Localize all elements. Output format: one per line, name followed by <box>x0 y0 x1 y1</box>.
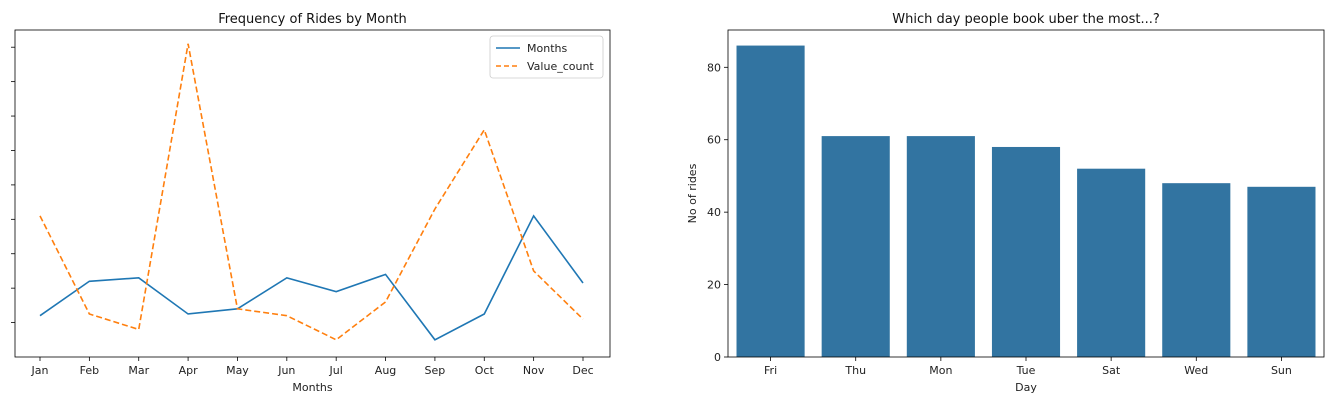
x-tick-label: Feb <box>80 364 99 377</box>
bar-chart-bars <box>736 45 1316 357</box>
y-tick-label: 60 <box>707 134 721 147</box>
line-chart-axes-frame <box>14 29 611 358</box>
x-tick-label: Thu <box>844 364 866 377</box>
line-chart-x-axis-title: Months <box>292 381 332 394</box>
x-tick-label: Sat <box>1102 364 1121 377</box>
bar-chart-rides-by-day: Which day people book uber the most...? … <box>686 12 1325 394</box>
y-tick-label: 40 <box>707 206 721 219</box>
bar-chart-x-ticks: Fri Thu Mon Tue Sat Wed Sun <box>764 357 1292 377</box>
legend-label-value-count: Value_count <box>527 60 594 73</box>
y-tick-label: 80 <box>707 61 721 74</box>
series-line-months <box>39 214 584 341</box>
x-tick-label: Mon <box>929 364 952 377</box>
x-tick-label: Mar <box>128 364 149 377</box>
series-line-value-count <box>39 43 584 341</box>
x-tick-label: Sep <box>425 364 446 377</box>
legend-label-months: Months <box>527 42 567 55</box>
bar-wed <box>1162 183 1231 357</box>
x-tick-label: Nov <box>523 364 545 377</box>
bar-chart-x-axis-title: Day <box>1015 381 1037 394</box>
bar-fri <box>736 45 805 357</box>
line-chart-series <box>39 43 584 341</box>
line-chart-legend: Months Value_count <box>489 35 604 79</box>
bar-chart-y-ticks: 0 20 40 60 80 <box>707 61 728 364</box>
x-tick-label: Fri <box>764 364 777 377</box>
x-tick-label: Sun <box>1271 364 1292 377</box>
y-tick-label: 20 <box>707 279 721 292</box>
bar-chart-y-axis-title: No of rides <box>686 163 699 223</box>
x-tick-label: Aug <box>375 364 396 377</box>
x-tick-label: Jun <box>277 364 295 377</box>
x-tick-label: Oct <box>475 364 495 377</box>
x-tick-label: Jul <box>329 364 343 377</box>
line-chart-y-ticks <box>11 46 15 323</box>
bar-tue <box>991 146 1061 357</box>
line-chart-title: Frequency of Rides by Month <box>218 12 407 27</box>
y-tick-label: 0 <box>714 351 721 364</box>
bar-mon <box>906 136 975 357</box>
bar-thu <box>821 136 890 357</box>
bar-chart-title: Which day people book uber the most...? <box>892 12 1160 27</box>
x-tick-label: Wed <box>1184 364 1208 377</box>
bar-sun <box>1247 186 1316 357</box>
legend-box <box>489 35 604 79</box>
line-chart-x-ticks: Jan Feb Mar Apr May Jun Jul Aug Sep Oct Nov Dec <box>31 357 594 377</box>
x-tick-label: Dec <box>572 364 593 377</box>
x-tick-label: Jan <box>31 364 49 377</box>
x-tick-label: Apr <box>179 364 199 377</box>
x-tick-label: Tue <box>1016 364 1036 377</box>
line-chart-rides-by-month: Frequency of Rides by Month Jan Feb Mar Apr… <box>11 12 611 394</box>
x-tick-label: May <box>226 364 249 377</box>
bar-sat <box>1077 168 1146 357</box>
